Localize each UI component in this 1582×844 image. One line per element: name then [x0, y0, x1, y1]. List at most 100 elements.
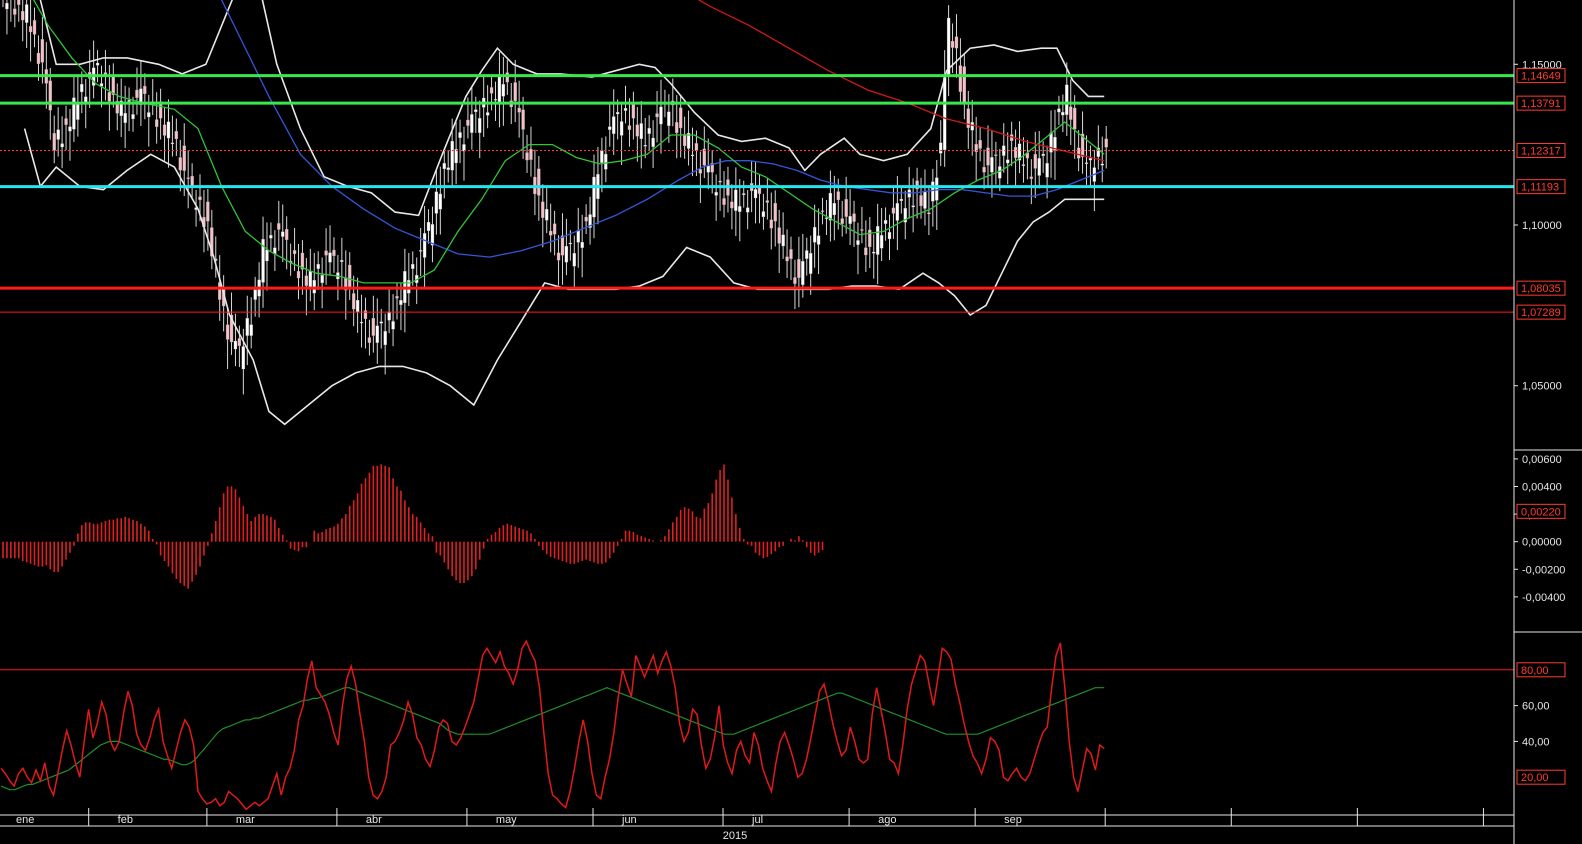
candle-body: [143, 85, 147, 95]
candle-body: [738, 206, 742, 212]
price-panel[interactable]: 1,150001,100001,050001,146491,137911,123…: [0, 0, 1566, 426]
candle-body: [615, 112, 620, 115]
candle-body: [856, 240, 860, 245]
oscillator-tick-label: 60,00: [1522, 701, 1550, 713]
candle-body: [1041, 153, 1045, 156]
candle-body: [131, 114, 135, 120]
candle-body: [525, 152, 529, 161]
candle-body: [608, 126, 612, 130]
price-level-badge-2-text: 1,13791: [1521, 98, 1561, 110]
histogram-tick-label: 0,00600: [1522, 454, 1562, 466]
candle-body: [659, 106, 663, 125]
candle-body: [478, 118, 482, 133]
candle-body: [895, 203, 900, 221]
candle-body: [903, 208, 907, 223]
candle-body: [158, 101, 163, 119]
candle-body: [765, 200, 770, 203]
candle-body: [501, 84, 506, 97]
candle-body: [828, 192, 833, 221]
candle-body: [1021, 164, 1026, 166]
candle-body: [450, 140, 454, 171]
candle-body: [170, 142, 175, 145]
candle-body: [190, 175, 194, 187]
candle-body: [304, 275, 309, 286]
candle-body: [805, 250, 809, 259]
candle-body: [493, 99, 498, 101]
candle-body: [249, 324, 253, 336]
candle-body: [635, 124, 639, 137]
candle-body: [990, 157, 994, 173]
candle-body: [576, 230, 580, 243]
candle-body: [911, 205, 915, 208]
candle-body: [690, 154, 695, 157]
candle-body: [17, 0, 21, 5]
candle-body: [537, 168, 541, 196]
candle-body: [446, 167, 450, 170]
candle-body: [178, 157, 182, 171]
candle-body: [24, 4, 29, 23]
candle-body: [225, 324, 230, 340]
candle-body: [332, 249, 336, 257]
candle-body: [395, 296, 399, 299]
candle-body: [355, 300, 360, 312]
candle-body: [529, 148, 533, 160]
histogram-tick-label: 0,00400: [1522, 481, 1562, 493]
candle-body: [348, 264, 352, 288]
candle-body: [710, 163, 714, 173]
candle-body: [60, 143, 64, 148]
candle-body: [789, 249, 793, 260]
candle-body: [647, 127, 651, 134]
oscillator-level-badge-2-text: 20,00: [1521, 772, 1549, 784]
candle-body: [1065, 84, 1069, 115]
candle-body: [714, 192, 718, 196]
month-label-abr: abr: [366, 814, 382, 826]
candle-body: [253, 289, 257, 300]
candle-body: [13, 8, 17, 15]
candle-body: [612, 116, 616, 134]
candle-body: [438, 193, 442, 210]
histogram-last-badge-box: [1516, 503, 1566, 519]
candle-body: [974, 144, 978, 152]
candle-body: [521, 109, 525, 130]
candle-body: [237, 338, 242, 347]
candle-body: [1061, 112, 1065, 116]
candle-body: [135, 89, 139, 98]
candle-body: [229, 314, 234, 343]
candle-body: [320, 274, 324, 284]
candle-body: [56, 129, 60, 140]
candle-body: [998, 166, 1002, 179]
candle-body: [876, 226, 880, 255]
candle-body: [182, 145, 186, 171]
oscillator-level-badge-1-text: 80,00: [1521, 665, 1549, 677]
candle-body: [801, 261, 805, 285]
moving-average-long-line: [697, 0, 1105, 162]
histogram-tick-label: 0,00000: [1522, 537, 1562, 549]
oscillator-panel[interactable]: 60,00 40,00 80,00 20,00: [0, 639, 1566, 811]
candle-body: [80, 84, 84, 93]
candle-body: [1096, 147, 1100, 157]
candle-body: [269, 235, 273, 239]
price-level-badge-5-box: [1516, 280, 1566, 296]
candle-body: [943, 77, 947, 150]
oscillator-level-badge-2-box: [1516, 769, 1566, 785]
candle-body: [915, 180, 919, 190]
candle-body: [600, 150, 604, 163]
candle-body: [572, 253, 576, 267]
candle-body: [868, 229, 872, 248]
candle-body: [387, 311, 391, 321]
candle-body: [812, 226, 817, 243]
candle-body: [261, 238, 265, 283]
month-label-ene: ene: [16, 814, 34, 826]
candle-body: [281, 231, 285, 237]
histogram-panel[interactable]: 0,006000,004000,002000,00000-0,00200-0,0…: [2, 454, 1566, 604]
candle-body: [1076, 147, 1081, 159]
oscillator-tick-label: 40,00: [1522, 736, 1550, 748]
candle-body: [198, 196, 202, 201]
candle-body: [883, 220, 888, 224]
candle-body: [1049, 132, 1053, 153]
year-label: 2015: [723, 830, 747, 842]
candle-body: [879, 235, 884, 249]
candle-body: [162, 124, 167, 136]
candle-body: [340, 260, 344, 262]
